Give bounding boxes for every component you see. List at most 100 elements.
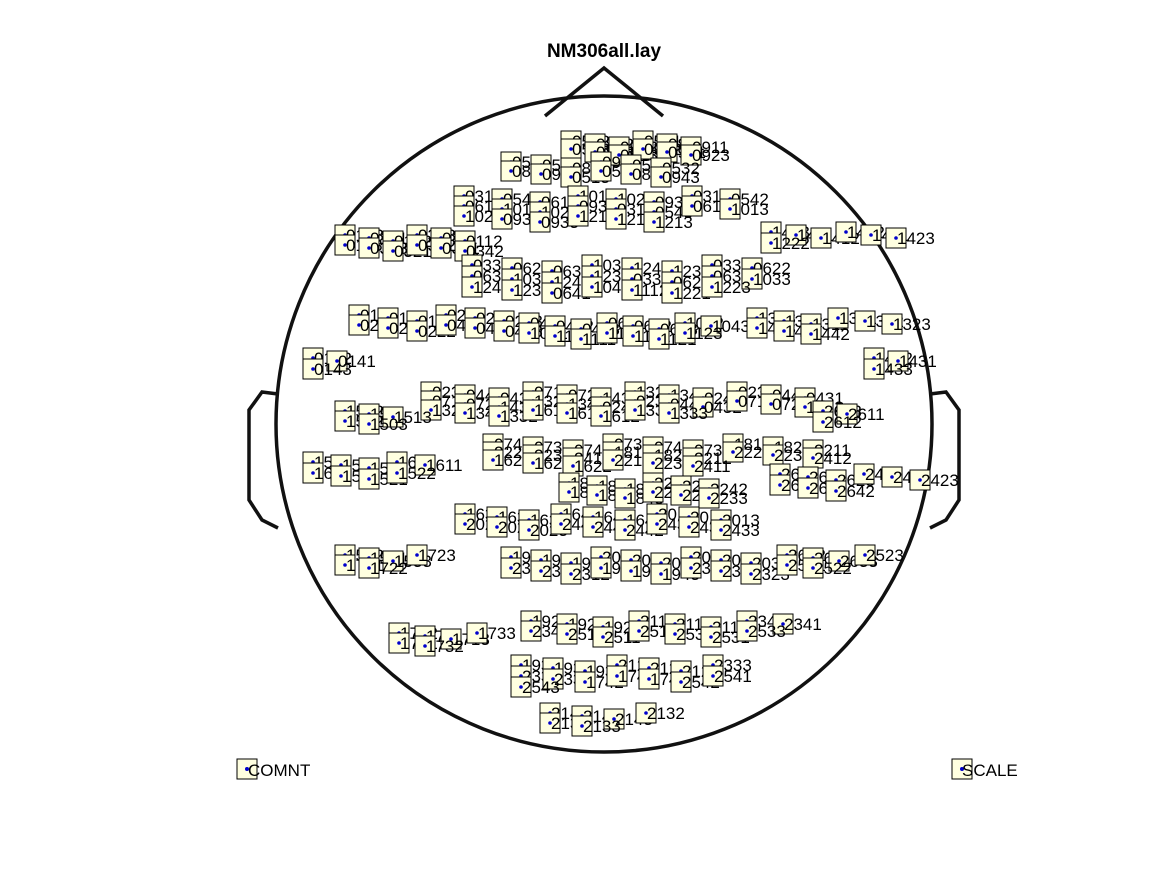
sensor-dot <box>576 214 580 218</box>
sensor-1442[interactable]: 1442 <box>800 323 850 345</box>
sensor-1423[interactable]: 1423 <box>885 227 935 249</box>
sensor-dot <box>599 169 603 173</box>
sensor-1513[interactable]: 1513 <box>382 406 432 428</box>
sensor-label: 2222 <box>734 443 772 462</box>
sensor-dot <box>391 415 395 419</box>
sensor-dot <box>343 563 347 567</box>
sensor-2433[interactable]: 2433 <box>710 519 760 541</box>
sensor-dot <box>444 323 448 327</box>
sensor-group-parietal-2: 1633163116321642164116432012201120132022… <box>454 503 760 541</box>
sensor-1623[interactable]: 1623 <box>482 449 532 471</box>
sensor-2233[interactable]: 2233 <box>642 452 692 474</box>
sensor-label: 1723 <box>418 546 456 565</box>
sensor-dot <box>571 464 575 468</box>
sensor-2341[interactable]: 2341 <box>772 613 822 635</box>
sensor-2611[interactable]: 2611 <box>836 403 885 425</box>
sensor-label: 1621 <box>534 454 572 473</box>
sensor-1733[interactable]: 1733 <box>466 622 516 644</box>
sensor-1742[interactable]: 1742 <box>574 671 624 693</box>
sensor-dot <box>844 230 848 234</box>
sensor-1332[interactable]: 1332 <box>488 405 538 427</box>
sensor-1323[interactable]: 1323 <box>881 313 931 335</box>
sensor-dot <box>750 277 754 281</box>
sensor-2132[interactable]: 2132 <box>635 702 685 724</box>
sensor-1611[interactable]: 1611 <box>414 454 463 476</box>
sensor-0143[interactable]: 0143 <box>302 358 352 380</box>
sensor-group-parietal-3: 1913191119122043204120422033203120322313… <box>500 546 790 585</box>
sensor-group-occ-2: 1933193119322123212121222333233123321742… <box>510 654 752 698</box>
sensor-2222[interactable]: 2222 <box>722 441 772 463</box>
sensor-dot <box>423 463 427 467</box>
sensor-1013[interactable]: 1013 <box>719 198 769 220</box>
sensor-dot <box>583 680 587 684</box>
sensor-dot <box>665 150 669 154</box>
sensor-1123[interactable]: 1123 <box>674 322 723 344</box>
comnt-dot <box>245 767 249 771</box>
sensor-1621[interactable]: 1621 <box>522 452 572 474</box>
sensor-dot <box>415 329 419 333</box>
sensor-2523[interactable]: 2523 <box>854 544 904 566</box>
sensor-dot <box>500 217 504 221</box>
sensor-dot <box>599 566 603 570</box>
sensor-1503[interactable]: 1503 <box>358 413 408 435</box>
sensor-label: 2612 <box>824 413 862 432</box>
sensor-dot <box>531 408 535 412</box>
sensor-1213[interactable]: 1213 <box>643 211 693 233</box>
sensor-1233[interactable]: 1233 <box>501 279 551 301</box>
sensor-group-central-1: 0421042204230631063206331042104310411112… <box>518 312 750 350</box>
sensor-2522[interactable]: 2522 <box>802 557 852 579</box>
sensor-1112[interactable]: 1112 <box>621 279 668 301</box>
sensor-1223[interactable]: 1223 <box>701 276 751 298</box>
sensor-1033[interactable]: 1033 <box>741 268 791 290</box>
sensor-label: 2543 <box>522 678 560 697</box>
sensor-dot <box>869 233 873 237</box>
sensor-0943[interactable]: 0943 <box>650 166 700 188</box>
sensor-1433[interactable]: 1433 <box>863 358 913 380</box>
sensor-2541[interactable]: 2541 <box>702 665 752 687</box>
sensor-1222[interactable]: 1222 <box>760 232 810 254</box>
sensor-dot <box>630 288 634 292</box>
sensor-2423[interactable]: 2423 <box>909 469 959 491</box>
sensor-2133[interactable]: 2133 <box>571 715 621 737</box>
sensor-dot <box>367 477 371 481</box>
sensor-1043[interactable]: 1043 <box>700 315 750 337</box>
sensor-1041[interactable]: 1041 <box>581 276 631 298</box>
sensor-dot <box>397 641 401 645</box>
comnt-channel[interactable]: COMNT <box>236 758 310 780</box>
sensor-1221[interactable]: 1221 <box>661 282 711 304</box>
sensor-2231[interactable]: 2231 <box>762 444 812 466</box>
sensor-1732[interactable]: 1732 <box>414 635 464 657</box>
sensor-group-right-temp-4: 262226212623242224212423264326412642 <box>769 463 959 502</box>
sensor-1431[interactable]: 1431 <box>887 350 937 372</box>
sensor-group-right-occ-1: 263226312633252325212522 <box>776 544 904 579</box>
sensor-dot <box>755 326 759 330</box>
sensor-0641[interactable]: 0641 <box>541 282 591 304</box>
sensor-2533[interactable]: 2533 <box>736 620 786 642</box>
sensor-label: 2231 <box>774 446 812 465</box>
sensor-1722[interactable]: 1722 <box>358 557 408 579</box>
sensor-1333[interactable]: 1333 <box>658 402 708 424</box>
sensor-2411[interactable]: 2411 <box>682 455 731 477</box>
sensor-label: 1503 <box>370 415 408 434</box>
sensor-2642[interactable]: 2642 <box>825 480 875 502</box>
sensor-label: 0141 <box>338 352 376 371</box>
sensor-2532[interactable]: 2532 <box>664 623 714 645</box>
sensor-2543[interactable]: 2543 <box>510 676 560 698</box>
sensor-1622[interactable]: 1622 <box>562 455 612 477</box>
scale-channel[interactable]: SCALE <box>951 758 1018 780</box>
sensor-1243[interactable]: 1243 <box>461 276 511 298</box>
sensor-0141[interactable]: 0141 <box>326 350 376 372</box>
sensor-2612[interactable]: 2612 <box>812 411 862 433</box>
sensor-dot <box>548 721 552 725</box>
sensor-1522[interactable]: 1522 <box>386 462 436 484</box>
sensor-2412[interactable]: 2412 <box>802 447 852 469</box>
sensor-dot <box>667 411 671 415</box>
sensor-1723[interactable]: 1723 <box>406 544 456 566</box>
sensor-label: 1722 <box>370 559 408 578</box>
sensor-dot <box>691 464 695 468</box>
sensor-0923[interactable]: 0923 <box>680 144 730 166</box>
sensor-2213[interactable]: 2213 <box>602 449 652 471</box>
sensor-label: 2541 <box>714 667 752 686</box>
sensor-2233[interactable]: 2233 <box>698 487 748 509</box>
